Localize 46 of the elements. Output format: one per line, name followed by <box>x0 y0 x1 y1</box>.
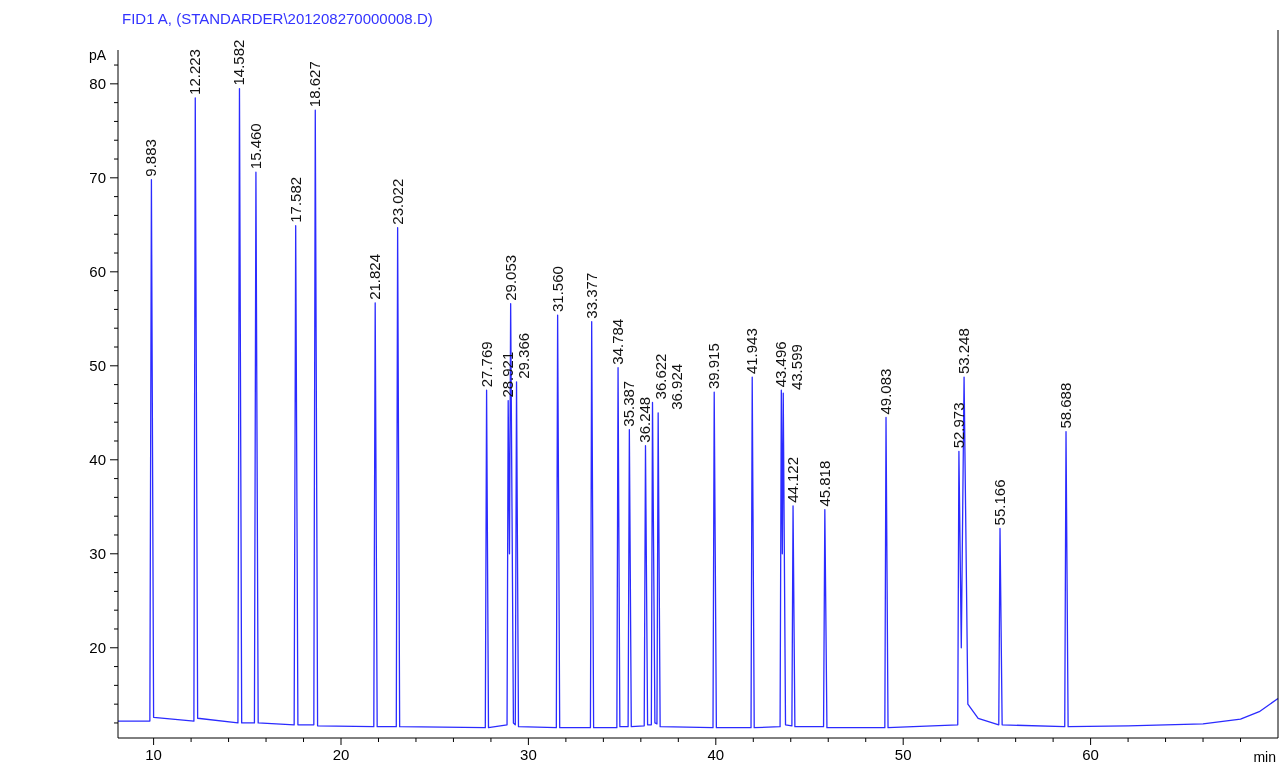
annotation: 39.915 <box>705 343 723 390</box>
annotation: 17.582 <box>286 176 304 223</box>
annotation: 52.973 <box>949 402 967 449</box>
annotation: 29.366 <box>515 332 533 379</box>
x-axis-title: min <box>1253 749 1276 765</box>
annotation: 12.223 <box>186 49 204 95</box>
annotation: 53.248 <box>955 328 973 375</box>
y-axis-title: pA <box>88 47 107 63</box>
annotation: 23.022 <box>388 178 406 225</box>
annotation: 34.784 <box>609 318 627 365</box>
annotation: 36.248 <box>636 396 654 443</box>
annotation: 58.688 <box>1057 382 1075 429</box>
annotation: 36.924 <box>668 363 686 410</box>
annotation: 28.921 <box>499 351 517 398</box>
y-tick-label: 80 <box>89 74 106 92</box>
x-tick-label: 30 <box>520 746 537 763</box>
annotation: 29.053 <box>501 254 519 301</box>
y-tick-label: 20 <box>89 638 106 656</box>
annotation: 49.083 <box>877 368 895 415</box>
annotation: 44.122 <box>784 456 802 503</box>
y-tick-label: 60 <box>89 262 106 280</box>
y-tick-label: 40 <box>89 450 106 468</box>
annotation: 14.582 <box>230 39 248 86</box>
annotation: 9.883 <box>142 139 160 177</box>
annotation: 36.622 <box>652 353 670 400</box>
y-tick-label: 70 <box>89 168 106 186</box>
chart-title: FID1 A, (STANDARDER\201208270000008.D) <box>122 10 433 27</box>
annotation: 15.460 <box>246 123 264 170</box>
annotation: 18.627 <box>306 61 324 108</box>
x-tick-label: 60 <box>1082 746 1099 763</box>
x-tick-label: 50 <box>894 746 912 763</box>
y-tick-label: 50 <box>89 356 106 374</box>
annotation: 31.560 <box>548 266 566 313</box>
annotation: 45.818 <box>815 460 833 507</box>
annotation: 33.377 <box>582 272 600 319</box>
annotation: 27.769 <box>477 341 495 388</box>
x-tick-label: 40 <box>707 746 725 763</box>
annotation: 43.599 <box>788 344 806 391</box>
x-tick-label: 10 <box>145 746 162 763</box>
x-tick-label: 20 <box>332 746 350 763</box>
y-tick-label: 30 <box>89 544 106 562</box>
annotation: 55.166 <box>991 479 1009 526</box>
annotation: 35.387 <box>620 380 638 427</box>
annotation: 41.943 <box>743 328 761 375</box>
annotation: 43.496 <box>772 341 790 388</box>
annotation: 21.824 <box>366 253 384 300</box>
